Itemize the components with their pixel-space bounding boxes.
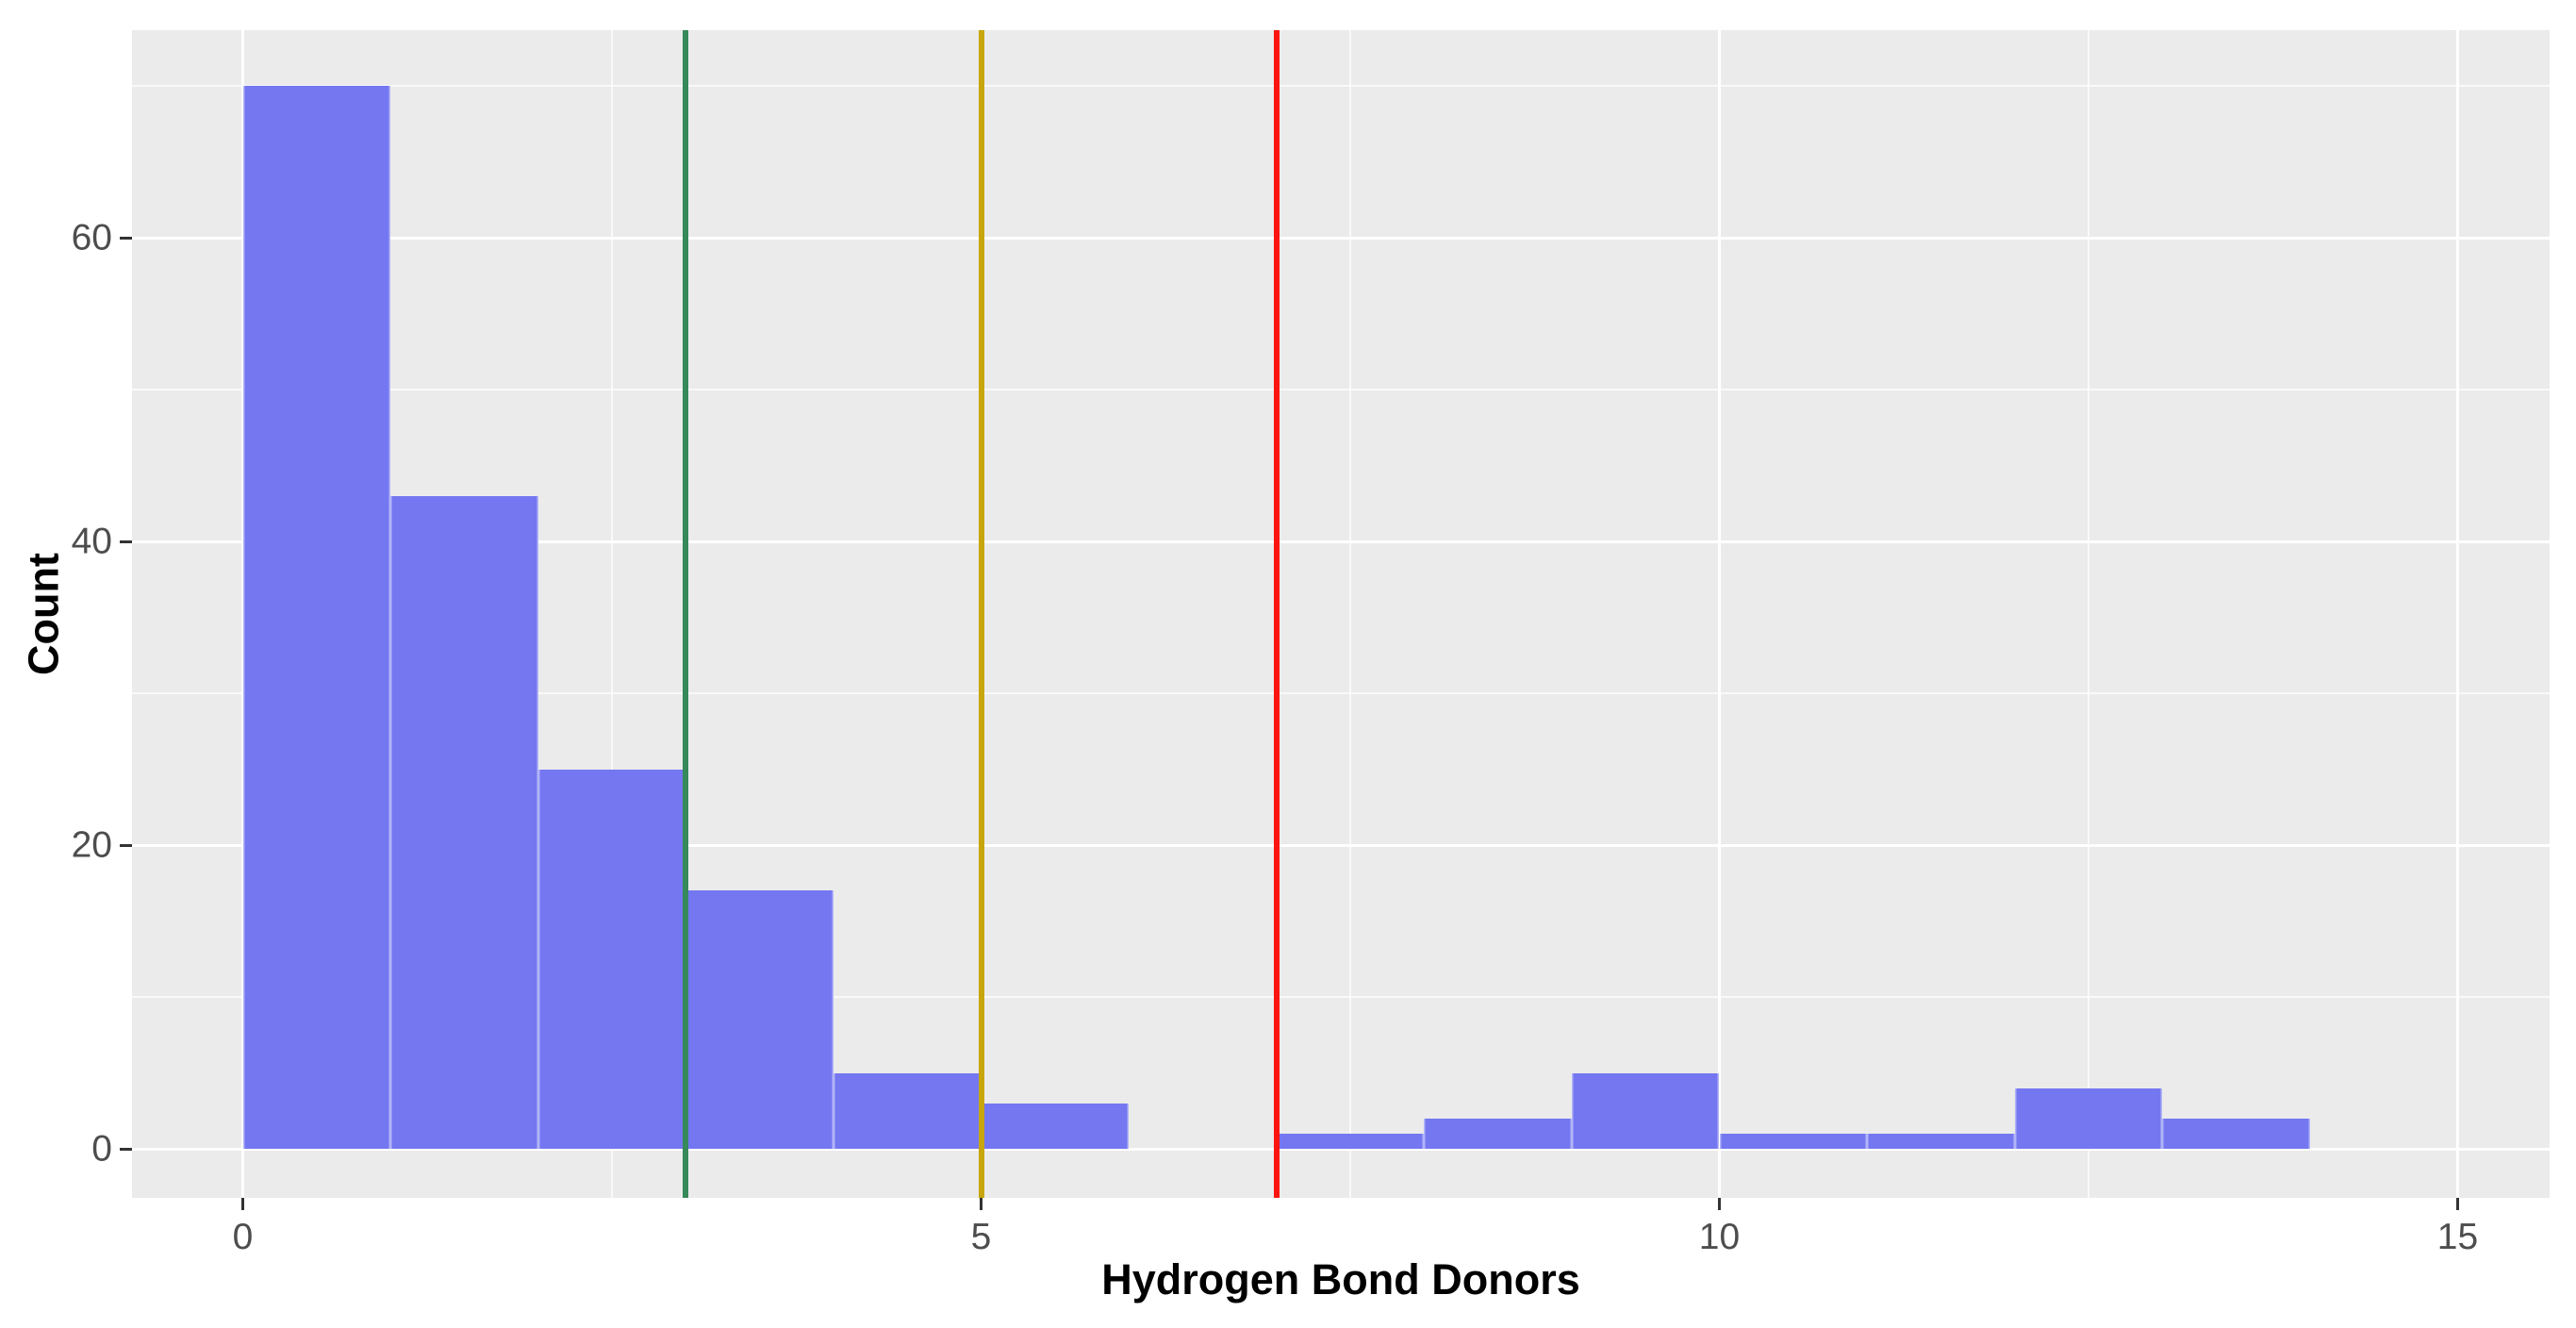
histogram-bar-bin-1-2	[390, 495, 538, 1149]
y-tick-mark-40	[120, 540, 132, 543]
histogram-bar-bin-2-3	[537, 769, 686, 1149]
histogram-bar-bin-9-10	[1571, 1072, 1720, 1149]
minor-gridline-x-12.5	[2088, 30, 2089, 1198]
histogram-bar-bin-10-11	[1719, 1133, 1868, 1149]
histogram-bar-bin-0-1	[242, 86, 391, 1149]
y-tick-mark-60	[120, 236, 132, 240]
plot-panel	[132, 30, 2550, 1198]
x-tick-mark-5	[980, 1198, 983, 1210]
major-gridline-x-10	[1718, 30, 1721, 1198]
x-tick-label-0: 0	[232, 1217, 254, 1257]
histogram-bar-bin-7-8	[1276, 1133, 1425, 1149]
minor-gridline-x-7.5	[1349, 30, 1351, 1198]
x-tick-mark-10	[1718, 1198, 1721, 1210]
histogram-bar-bin-8-9	[1424, 1118, 1572, 1149]
histogram-bar-bin-4-5	[833, 1072, 982, 1149]
gold-threshold-line	[978, 30, 984, 1198]
y-tick-label-60: 60	[71, 217, 112, 258]
minor-gridline-y-70	[132, 85, 2550, 87]
x-tick-mark-15	[2456, 1198, 2459, 1210]
y-tick-label-20: 20	[71, 824, 112, 866]
y-tick-label-0: 0	[91, 1128, 112, 1170]
minor-gridline-y-10	[132, 996, 2550, 998]
x-tick-label-15: 15	[2436, 1217, 2479, 1257]
minor-gridline-y-30	[132, 692, 2550, 694]
histogram-bar-bin-5-6	[981, 1103, 1130, 1149]
minor-gridline-x-2.5	[611, 30, 613, 1198]
x-tick-mark-0	[241, 1198, 244, 1210]
histogram-bar-bin-3-4	[685, 890, 834, 1149]
histogram-bar-bin-11-12	[1867, 1133, 2015, 1149]
major-gridline-y-20	[132, 843, 2550, 847]
green-threshold-line	[683, 30, 689, 1198]
major-gridline-y-60	[132, 236, 2550, 240]
x-axis-title: Hydrogen Bond Donors	[1101, 1255, 1580, 1303]
x-tick-label-10: 10	[1698, 1217, 1741, 1257]
y-tick-mark-20	[120, 843, 132, 847]
major-gridline-x-15	[2456, 30, 2459, 1198]
major-gridline-y-0	[132, 1147, 2550, 1151]
minor-gridline-y-50	[132, 389, 2550, 390]
red-threshold-line	[1273, 30, 1280, 1198]
histogram-bar-bin-12-13	[2014, 1087, 2163, 1149]
y-axis-title: Count	[19, 553, 68, 675]
histogram-bar-bin-13-14	[2162, 1118, 2310, 1149]
y-tick-mark-0	[120, 1147, 132, 1151]
y-tick-label-40: 40	[71, 521, 112, 562]
x-tick-label-5: 5	[970, 1217, 992, 1257]
major-gridline-y-40	[132, 540, 2550, 543]
